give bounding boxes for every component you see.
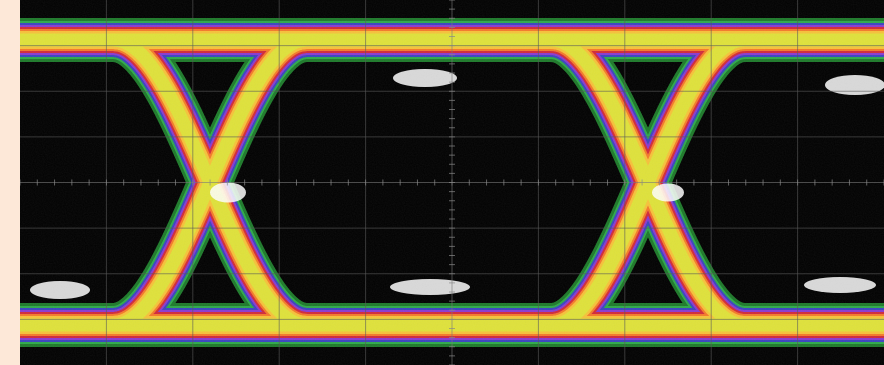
eye-diagram-display [20,0,884,365]
eye-diagram-svg [20,0,884,365]
graticule-grid [20,0,884,365]
